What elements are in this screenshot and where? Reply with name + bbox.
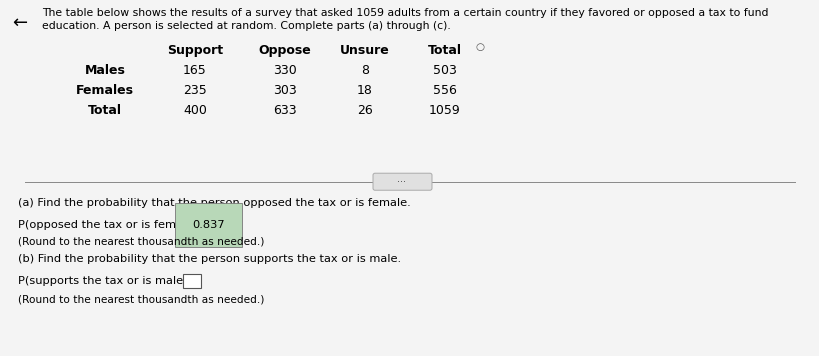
Bar [183, 274, 201, 288]
Text: 633: 633 [273, 104, 296, 117]
Text: 8: 8 [360, 64, 369, 77]
Text: 18: 18 [356, 84, 373, 97]
Text: 303: 303 [273, 84, 296, 97]
Text: P(opposed the tax or is female) =: P(opposed the tax or is female) = [18, 220, 214, 230]
Text: 400: 400 [183, 104, 206, 117]
Text: 26: 26 [357, 104, 373, 117]
Text: Support: Support [167, 44, 223, 57]
Text: Males: Males [84, 64, 125, 77]
Text: 0.837: 0.837 [192, 220, 224, 230]
Text: 330: 330 [273, 64, 296, 77]
Text: 1059: 1059 [428, 104, 460, 117]
Text: education. A person is selected at random. Complete parts (a) through (c).: education. A person is selected at rando… [42, 21, 450, 31]
Text: P(supports the tax or is male) =: P(supports the tax or is male) = [18, 276, 201, 286]
Text: Oppose: Oppose [258, 44, 311, 57]
Text: (Round to the nearest thousandth as needed.): (Round to the nearest thousandth as need… [18, 294, 264, 304]
Text: ···: ··· [397, 177, 406, 187]
Text: The table below shows the results of a survey that asked 1059 adults from a cert: The table below shows the results of a s… [42, 8, 767, 18]
Text: Total: Total [88, 104, 122, 117]
Text: 165: 165 [183, 64, 206, 77]
Text: Unsure: Unsure [340, 44, 389, 57]
Text: 503: 503 [432, 64, 456, 77]
FancyBboxPatch shape [373, 173, 432, 190]
Text: 235: 235 [183, 84, 206, 97]
Text: ○: ○ [474, 42, 483, 52]
Text: (Round to the nearest thousandth as needed.): (Round to the nearest thousandth as need… [18, 236, 264, 246]
Text: (b) Find the probability that the person supports the tax or is male.: (b) Find the probability that the person… [18, 254, 400, 264]
Text: Total: Total [428, 44, 461, 57]
Text: 556: 556 [432, 84, 456, 97]
Text: Females: Females [76, 84, 133, 97]
Text: ←: ← [12, 14, 27, 32]
Text: (a) Find the probability that the person opposed the tax or is female.: (a) Find the probability that the person… [18, 198, 410, 208]
